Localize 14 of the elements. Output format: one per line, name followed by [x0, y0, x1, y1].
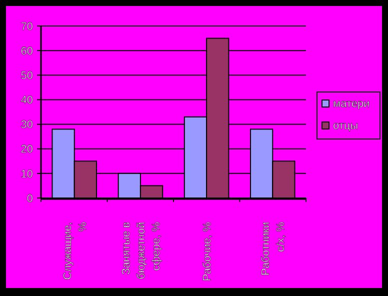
- x-tick-label: Работники с/х, %: [260, 222, 288, 276]
- x-tick-label: Рабочие, %: [202, 222, 214, 282]
- y-tick-label: 50: [20, 70, 33, 82]
- x-tick-label: Служащие, %: [62, 222, 89, 280]
- y-tick-label: 0: [26, 192, 33, 205]
- y-tick-label: 20: [20, 144, 33, 156]
- y-tick-label: 70: [20, 20, 33, 33]
- legend-label: матери: [333, 98, 370, 110]
- y-tick-label: 30: [20, 119, 33, 132]
- y-tick-label: 10: [20, 168, 33, 180]
- x-tick-label: Занятые в бюджетной сфере, %: [120, 222, 162, 280]
- y-tick-label: 60: [20, 45, 33, 58]
- legend-label: отцы: [333, 120, 358, 132]
- y-tick-label: 40: [20, 94, 33, 107]
